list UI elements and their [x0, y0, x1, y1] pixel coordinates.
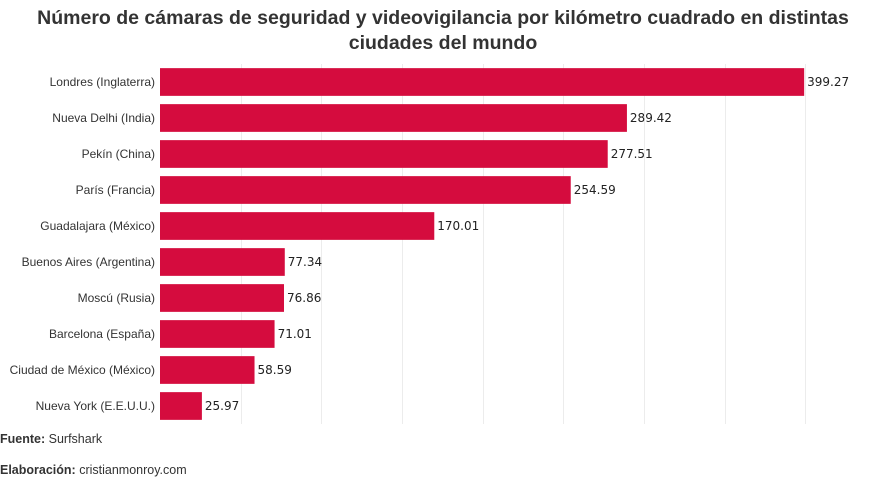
- bar: [160, 356, 255, 384]
- source-note: Fuente: Surfshark: [0, 432, 102, 446]
- category-label: Ciudad de México (México): [10, 363, 155, 377]
- category-label: Moscú (Rusia): [78, 291, 155, 305]
- credit-value: cristianmonroy.com: [79, 463, 187, 477]
- value-label: 58.59: [258, 363, 292, 377]
- bar: [160, 284, 285, 312]
- bar: [160, 68, 805, 96]
- category-label: Nueva Delhi (India): [52, 111, 155, 125]
- bar: [160, 320, 275, 348]
- bar: [160, 248, 285, 276]
- bar: [160, 176, 571, 204]
- bar: [160, 140, 608, 168]
- value-label: 76.86: [287, 291, 321, 305]
- category-labels: Londres (Inglaterra) Nueva Delhi (India) P…: [10, 75, 155, 413]
- category-label: Guadalajara (México): [40, 219, 155, 233]
- category-label: París (Francia): [76, 183, 155, 197]
- credit-label: Elaboración:: [0, 463, 76, 477]
- bar: [160, 392, 202, 420]
- value-label: 71.01: [278, 327, 312, 341]
- bar: [160, 212, 435, 240]
- chart-title: Número de cámaras de seguridad y videovi…: [37, 7, 849, 54]
- value-label: 399.27: [807, 75, 849, 89]
- value-labels: 399.27 289.42 277.51 254.59 170.01 77.34 76.86…: [205, 75, 849, 413]
- credit-note: Elaboración: cristianmonroy.com: [0, 463, 187, 477]
- value-label: 77.34: [288, 255, 322, 269]
- source-value: Surfshark: [48, 432, 103, 446]
- bars: [160, 68, 805, 420]
- source-label: Fuente:: [0, 432, 46, 446]
- value-label: 25.97: [205, 399, 239, 413]
- category-label: Buenos Aires (Argentina): [22, 255, 155, 269]
- category-label: Barcelona (España): [49, 327, 155, 341]
- bar: [160, 104, 627, 132]
- value-label: 289.42: [630, 111, 672, 125]
- value-label: 170.01: [437, 219, 479, 233]
- value-label: 277.51: [611, 147, 653, 161]
- category-label: Pekín (China): [82, 147, 155, 161]
- category-label: Londres (Inglaterra): [50, 75, 155, 89]
- category-label: Nueva York (E.E.U.U.): [36, 399, 155, 413]
- bar-chart: Londres (Inglaterra) Nueva Delhi (India) P…: [10, 64, 849, 424]
- value-label: 254.59: [574, 183, 616, 197]
